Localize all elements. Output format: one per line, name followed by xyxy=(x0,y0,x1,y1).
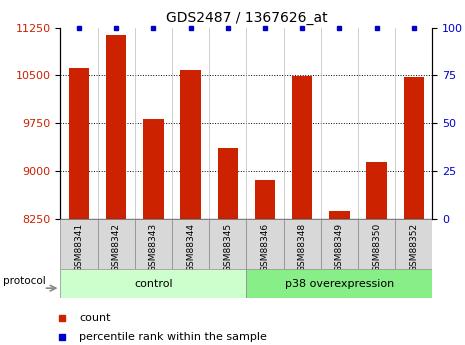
Text: GSM88348: GSM88348 xyxy=(298,223,307,272)
FancyBboxPatch shape xyxy=(246,269,432,298)
Bar xyxy=(106,35,126,219)
Bar xyxy=(366,161,387,219)
Text: GSM88349: GSM88349 xyxy=(335,223,344,272)
FancyBboxPatch shape xyxy=(135,219,172,269)
Text: GSM88344: GSM88344 xyxy=(186,223,195,272)
FancyBboxPatch shape xyxy=(98,219,135,269)
Bar xyxy=(255,179,275,219)
Text: percentile rank within the sample: percentile rank within the sample xyxy=(79,332,267,342)
Text: p38 overexpression: p38 overexpression xyxy=(285,279,394,289)
Title: GDS2487 / 1367626_at: GDS2487 / 1367626_at xyxy=(166,11,327,25)
FancyBboxPatch shape xyxy=(172,219,209,269)
FancyBboxPatch shape xyxy=(358,219,395,269)
Text: control: control xyxy=(134,279,173,289)
FancyBboxPatch shape xyxy=(60,219,98,269)
Text: count: count xyxy=(79,313,111,323)
FancyBboxPatch shape xyxy=(321,219,358,269)
Bar xyxy=(292,76,312,219)
Text: GSM88352: GSM88352 xyxy=(409,223,418,272)
FancyBboxPatch shape xyxy=(284,219,321,269)
Bar xyxy=(143,119,164,219)
Bar xyxy=(329,211,350,219)
Text: protocol: protocol xyxy=(3,276,46,286)
Bar xyxy=(404,77,424,219)
Text: GSM88343: GSM88343 xyxy=(149,223,158,272)
Bar xyxy=(218,148,238,219)
Text: GSM88350: GSM88350 xyxy=(372,223,381,272)
FancyBboxPatch shape xyxy=(246,219,284,269)
FancyBboxPatch shape xyxy=(60,269,246,298)
FancyBboxPatch shape xyxy=(209,219,246,269)
Text: GSM88346: GSM88346 xyxy=(260,223,270,272)
Bar xyxy=(69,68,89,219)
Text: GSM88342: GSM88342 xyxy=(112,223,121,272)
FancyBboxPatch shape xyxy=(395,219,432,269)
Bar xyxy=(180,70,201,219)
Text: GSM88345: GSM88345 xyxy=(223,223,232,272)
Text: GSM88341: GSM88341 xyxy=(74,223,84,272)
